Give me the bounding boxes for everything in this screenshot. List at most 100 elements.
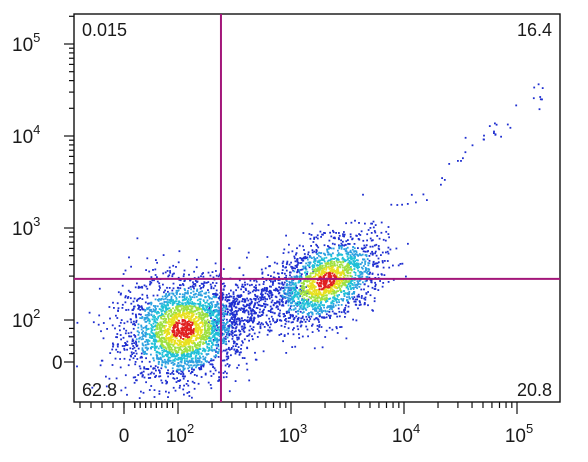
event-dot <box>195 325 198 328</box>
event-dot <box>317 254 320 257</box>
event-dot <box>159 371 161 374</box>
event-dot <box>195 295 198 298</box>
event-dot <box>509 126 512 129</box>
event-dot <box>281 303 284 306</box>
event-dot <box>336 294 339 297</box>
event-dot <box>261 294 263 297</box>
event-dot <box>158 312 160 314</box>
event-dot <box>354 260 357 262</box>
event-dot <box>167 319 170 322</box>
event-dot <box>190 335 193 338</box>
event-dot <box>303 293 306 296</box>
event-dot <box>349 254 352 257</box>
event-dot <box>327 253 329 256</box>
event-dot <box>142 333 145 336</box>
event-dot <box>141 347 144 350</box>
event-dot <box>358 276 360 278</box>
event-dot <box>241 285 243 288</box>
event-dot <box>181 341 183 343</box>
event-dot <box>212 281 214 284</box>
event-dot <box>191 301 194 303</box>
event-dot <box>198 311 201 314</box>
event-dot <box>325 291 327 294</box>
event-dot <box>170 350 173 353</box>
event-dot <box>392 264 394 267</box>
event-dot <box>214 319 216 321</box>
event-dot <box>151 318 154 321</box>
event-dot <box>142 349 144 352</box>
event-dot <box>360 297 363 299</box>
x-tick-label: 105 <box>505 421 533 447</box>
event-dot <box>202 341 205 344</box>
event-dot <box>347 251 349 254</box>
event-dot <box>361 253 364 256</box>
event-dot <box>327 287 329 290</box>
event-dot <box>319 282 321 284</box>
event-dot <box>333 273 336 276</box>
event-dot <box>325 329 328 332</box>
event-dot <box>246 368 249 371</box>
event-dot <box>236 310 238 313</box>
event-dot <box>172 359 174 362</box>
event-dot <box>198 306 201 309</box>
event-dot <box>215 303 218 306</box>
event-dot <box>369 271 371 274</box>
event-dot <box>333 291 335 293</box>
event-dot <box>301 299 303 301</box>
event-dot <box>124 296 127 299</box>
event-dot <box>320 281 323 283</box>
event-dot <box>381 261 384 264</box>
event-dot <box>316 328 319 330</box>
event-dot <box>296 247 298 250</box>
event-dot <box>299 279 302 282</box>
event-dot <box>140 325 143 328</box>
event-dot <box>173 322 176 325</box>
event-dot <box>215 282 218 284</box>
event-dot <box>337 304 340 306</box>
event-dot <box>335 299 337 302</box>
event-dot <box>328 268 331 270</box>
event-dot <box>291 300 294 303</box>
event-dot <box>152 305 155 307</box>
event-dot <box>175 298 178 300</box>
event-dot <box>236 323 239 326</box>
event-dot <box>283 291 286 294</box>
event-dot <box>295 303 297 306</box>
event-dot <box>539 96 542 98</box>
event-dot <box>197 337 199 339</box>
event-dot <box>347 288 350 291</box>
event-dot <box>206 318 209 321</box>
event-dot <box>307 335 309 338</box>
event-dot <box>134 324 136 327</box>
event-dot <box>351 283 354 285</box>
event-dot <box>150 365 152 368</box>
event-dot <box>177 351 180 353</box>
event-dot <box>212 313 215 315</box>
event-dot <box>194 329 196 332</box>
event-dot <box>167 375 169 378</box>
event-dot <box>213 333 216 336</box>
event-dot <box>207 337 210 340</box>
event-dot <box>346 271 349 274</box>
event-dot <box>142 374 144 376</box>
event-dot <box>235 283 237 286</box>
event-dot <box>288 280 291 283</box>
event-dot <box>193 305 196 307</box>
event-dot <box>76 365 78 368</box>
event-dot <box>217 343 219 346</box>
event-dot <box>217 332 220 335</box>
event-dot <box>291 302 293 304</box>
event-dot <box>139 317 142 319</box>
event-dot <box>329 314 332 317</box>
event-dot <box>341 264 344 267</box>
event-dot <box>154 321 157 324</box>
event-dot <box>228 346 230 349</box>
event-dot <box>269 329 272 332</box>
event-dot <box>313 256 315 259</box>
event-dot <box>335 260 338 263</box>
event-dot <box>359 301 361 304</box>
event-dot <box>380 254 382 256</box>
event-dot <box>166 355 169 358</box>
event-dot <box>332 296 335 299</box>
event-dot <box>260 288 263 291</box>
